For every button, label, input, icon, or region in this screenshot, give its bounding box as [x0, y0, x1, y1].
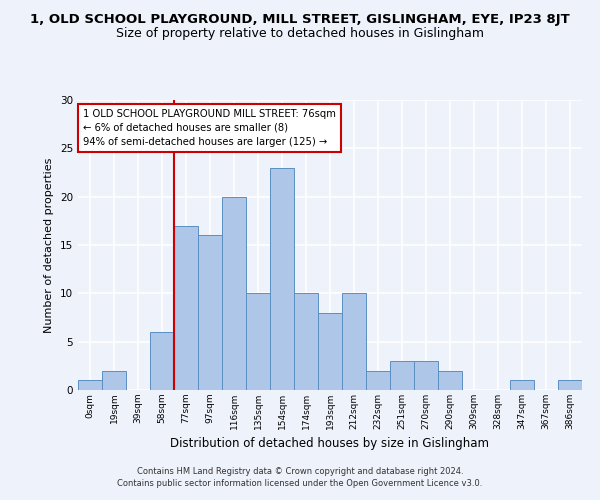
Bar [438, 370, 462, 390]
Bar [414, 361, 438, 390]
Text: 1, OLD SCHOOL PLAYGROUND, MILL STREET, GISLINGHAM, EYE, IP23 8JT: 1, OLD SCHOOL PLAYGROUND, MILL STREET, G… [30, 12, 570, 26]
Bar [102, 370, 126, 390]
Bar [558, 380, 582, 390]
X-axis label: Distribution of detached houses by size in Gislingham: Distribution of detached houses by size … [170, 438, 490, 450]
Y-axis label: Number of detached properties: Number of detached properties [44, 158, 55, 332]
Bar [270, 168, 294, 390]
Bar [150, 332, 174, 390]
Bar [318, 312, 342, 390]
Bar [222, 196, 246, 390]
Bar [390, 361, 414, 390]
Bar [510, 380, 534, 390]
Bar [174, 226, 198, 390]
Text: Size of property relative to detached houses in Gislingham: Size of property relative to detached ho… [116, 28, 484, 40]
Bar [342, 294, 366, 390]
Bar [198, 236, 222, 390]
Bar [294, 294, 318, 390]
Bar [78, 380, 102, 390]
Bar [366, 370, 390, 390]
Bar [246, 294, 270, 390]
Text: 1 OLD SCHOOL PLAYGROUND MILL STREET: 76sqm
← 6% of detached houses are smaller (: 1 OLD SCHOOL PLAYGROUND MILL STREET: 76s… [83, 108, 336, 146]
Text: Contains HM Land Registry data © Crown copyright and database right 2024.
Contai: Contains HM Land Registry data © Crown c… [118, 466, 482, 487]
